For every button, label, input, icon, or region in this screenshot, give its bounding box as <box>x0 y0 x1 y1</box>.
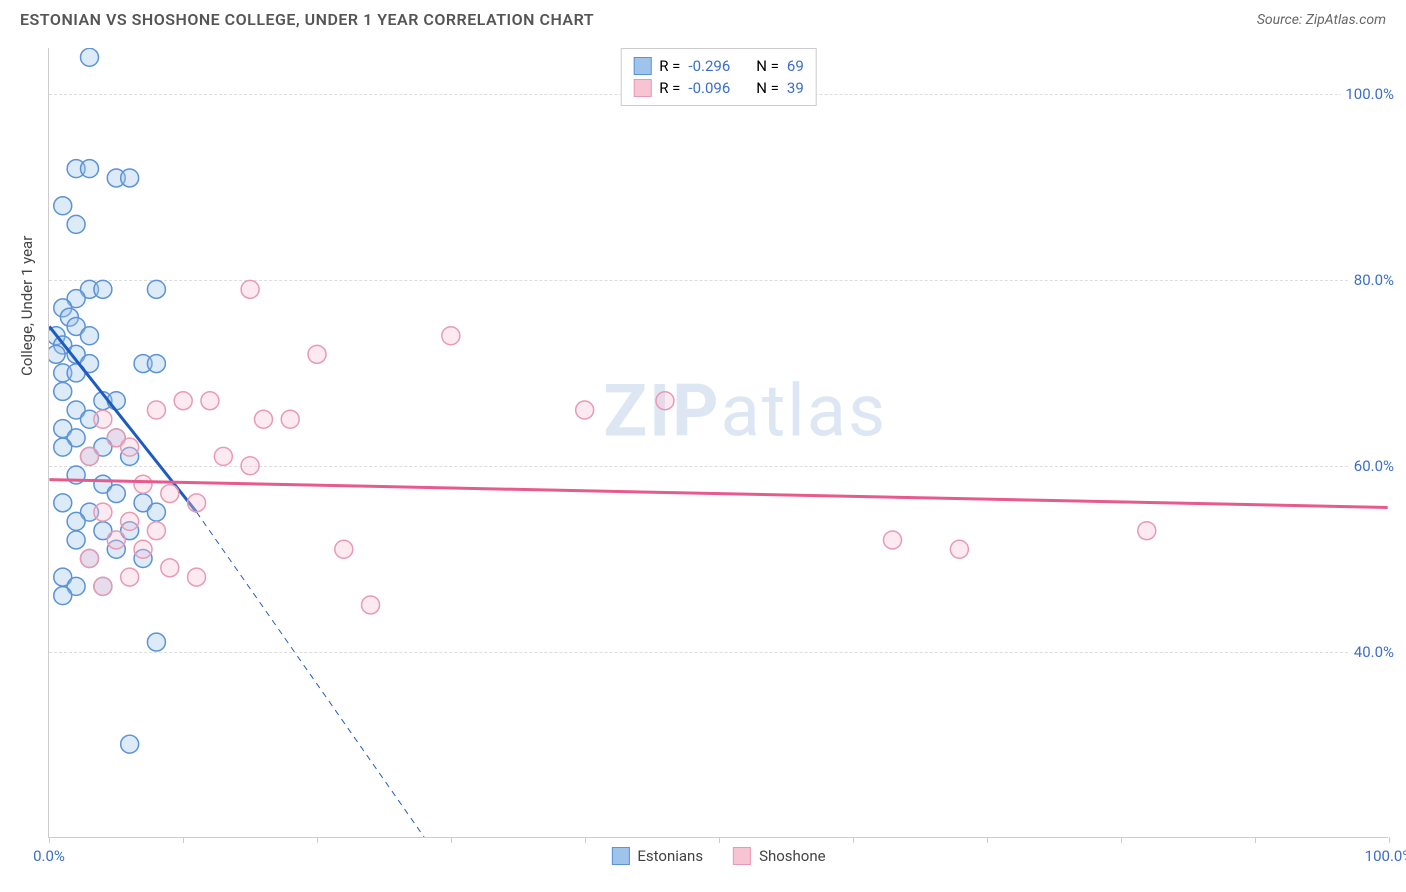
legend-swatch <box>633 79 651 97</box>
data-point <box>54 587 72 605</box>
data-point <box>121 169 139 187</box>
trend-line-extrapolated <box>197 512 425 837</box>
data-point <box>81 160 99 178</box>
data-point <box>147 522 165 540</box>
series-legend: Estonians Shoshone <box>611 847 825 865</box>
data-point <box>49 345 65 363</box>
data-point <box>94 280 112 298</box>
data-point <box>254 410 272 428</box>
data-point <box>576 401 594 419</box>
x-tick <box>49 837 50 843</box>
chart-header: ESTONIAN VS SHOSHONE COLLEGE, UNDER 1 YE… <box>0 0 1406 34</box>
data-point <box>121 735 139 753</box>
r-value: -0.296 <box>688 57 730 75</box>
data-point <box>950 540 968 558</box>
legend-label: Shoshone <box>759 847 826 865</box>
trend-line <box>49 480 1387 508</box>
x-tick <box>451 837 452 843</box>
r-label: R = <box>659 57 680 75</box>
data-point <box>94 577 112 595</box>
data-point <box>161 485 179 503</box>
x-tick <box>585 837 586 843</box>
data-point <box>308 345 326 363</box>
scatter-svg <box>49 48 1388 837</box>
x-tick <box>853 837 854 843</box>
correlation-legend: R = -0.296 N = 69 R = -0.096 N = 39 <box>620 48 817 106</box>
legend-swatch <box>633 57 651 75</box>
n-value: 39 <box>787 79 804 97</box>
data-point <box>67 512 85 530</box>
data-point <box>94 410 112 428</box>
x-tick <box>987 837 988 843</box>
data-point <box>94 503 112 521</box>
data-point <box>107 531 125 549</box>
n-label: N = <box>756 57 779 75</box>
legend-item: Estonians <box>611 847 703 865</box>
r-label: R = <box>659 79 680 97</box>
data-point <box>67 215 85 233</box>
legend-swatch <box>611 847 629 865</box>
source-attribution: Source: ZipAtlas.com <box>1257 12 1386 28</box>
n-value: 69 <box>787 57 804 75</box>
data-point <box>656 392 674 410</box>
data-point <box>121 568 139 586</box>
data-point <box>54 438 72 456</box>
trend-line <box>49 326 196 512</box>
source-label: Source: <box>1257 12 1302 28</box>
data-point <box>147 280 165 298</box>
data-point <box>241 457 259 475</box>
data-point <box>201 392 219 410</box>
data-point <box>81 447 99 465</box>
data-point <box>134 475 152 493</box>
data-point <box>883 531 901 549</box>
x-tick <box>1389 837 1390 843</box>
data-point <box>214 447 232 465</box>
chart-title: ESTONIAN VS SHOSHONE COLLEGE, UNDER 1 YE… <box>20 10 594 29</box>
data-point <box>121 512 139 530</box>
x-tick <box>183 837 184 843</box>
legend-label: Estonians <box>637 847 703 865</box>
data-point <box>335 540 353 558</box>
n-label: N = <box>756 79 779 97</box>
data-point <box>241 280 259 298</box>
data-point <box>81 48 99 66</box>
data-point <box>281 410 299 428</box>
data-point <box>362 596 380 614</box>
x-tick-label: 0.0% <box>33 847 65 865</box>
r-value: -0.096 <box>688 79 730 97</box>
data-point <box>442 327 460 345</box>
data-point <box>188 494 206 512</box>
legend-item: Shoshone <box>733 847 826 865</box>
data-point <box>161 559 179 577</box>
data-point <box>147 633 165 651</box>
data-point <box>54 494 72 512</box>
x-tick-label: 100.0% <box>1365 847 1406 865</box>
data-point <box>54 197 72 215</box>
x-tick <box>317 837 318 843</box>
legend-row: R = -0.296 N = 69 <box>633 55 804 77</box>
data-point <box>188 568 206 586</box>
data-point <box>121 438 139 456</box>
data-point <box>1138 522 1156 540</box>
data-point <box>147 401 165 419</box>
data-point <box>81 327 99 345</box>
data-point <box>134 540 152 558</box>
data-point <box>174 392 192 410</box>
data-point <box>147 355 165 373</box>
data-point <box>147 503 165 521</box>
source-name: ZipAtlas.com <box>1306 12 1386 28</box>
x-tick <box>1121 837 1122 843</box>
y-axis-label: College, Under 1 year <box>18 236 36 376</box>
x-tick <box>719 837 720 843</box>
legend-swatch <box>733 847 751 865</box>
data-point <box>54 382 72 400</box>
x-tick <box>1255 837 1256 843</box>
data-point <box>81 550 99 568</box>
data-point <box>67 531 85 549</box>
chart-plot-area: ZIPatlas 40.0%60.0%80.0%100.0% 0.0%100.0… <box>48 48 1388 838</box>
data-point <box>107 485 125 503</box>
legend-row: R = -0.096 N = 39 <box>633 77 804 99</box>
